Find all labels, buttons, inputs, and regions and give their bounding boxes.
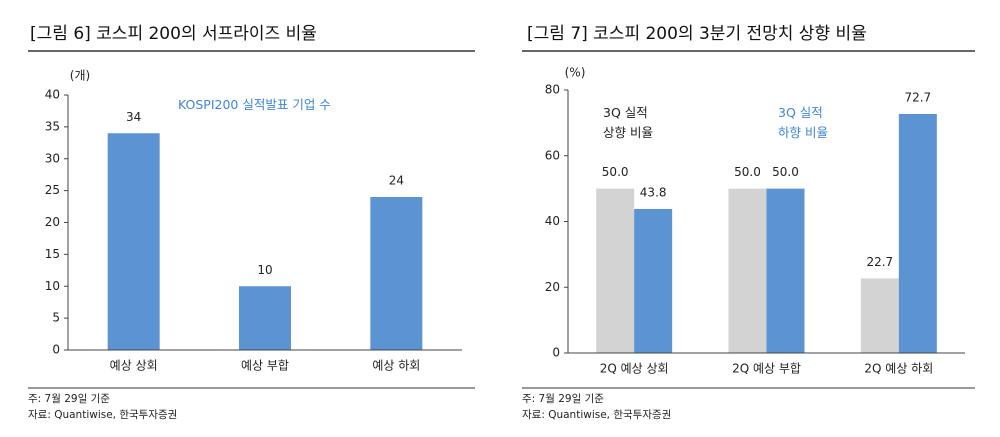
y-tick-label: 0 [52,343,60,357]
note: 자료: Quantiwise, 한국투자증권 [28,409,177,421]
y-tick-label: 5 [52,311,60,325]
y-tick-label: 10 [45,279,60,293]
y-tick-label: 60 [545,148,560,162]
value-label: 10 [257,263,272,277]
x-tick-label: 2Q 예상 부합 [732,362,801,376]
value-label: 43.8 [640,186,667,200]
note: 주: 7월 29일 기준 [28,392,110,405]
bar [634,209,673,353]
y-tick-label: 20 [545,280,560,294]
value-label: 34 [126,110,141,124]
y-tick-label: 25 [45,183,60,197]
value-label: 22.7 [866,255,893,269]
value-label: 72.7 [904,90,931,104]
bar [860,278,899,353]
y-axis-unit: (%) [565,66,586,80]
value-label: 50.0 [734,165,761,179]
y-tick-label: 35 [45,119,60,133]
x-tick-label: 예상 상회 [110,359,158,373]
y-tick-label: 30 [45,151,60,165]
y-axis-unit: (개) [70,69,90,83]
x-tick-label: 예상 하회 [372,359,420,373]
bar [107,133,160,350]
value-label: 50.0 [772,165,799,179]
y-tick-label: 15 [45,247,60,261]
bar [728,188,767,353]
y-tick-label: 80 [545,83,560,97]
value-label: 24 [389,174,404,188]
note: 자료: Quantiwise, 한국투자증권 [522,409,671,421]
x-tick-label: 2Q 예상 하회 [864,362,933,376]
y-tick-label: 20 [45,215,60,229]
bar [898,113,937,353]
x-tick-label: 2Q 예상 상회 [600,362,669,376]
legend-label: 3Q 실적 상향 비율 [603,105,653,140]
bar [766,188,805,353]
y-tick-label: 40 [545,214,560,228]
bar [239,286,291,350]
legend-label: KOSPI200 실적발표 기업 수 [178,97,331,112]
y-tick-label: 0 [552,346,560,360]
bar [596,188,635,353]
chart-title: [그림 6] 코스피 200의 서프라이즈 비율 [30,24,317,44]
value-label: 50.0 [602,165,629,179]
note: 주: 7월 29일 기준 [522,392,604,405]
chart-title: [그림 7] 코스피 200의 3분기 전망치 상향 비율 [527,24,867,44]
x-tick-label: 예상 부합 [241,359,289,373]
legend-label: 3Q 실적 하향 비율 [778,105,828,140]
y-tick-label: 40 [45,88,60,102]
bar [370,197,423,350]
